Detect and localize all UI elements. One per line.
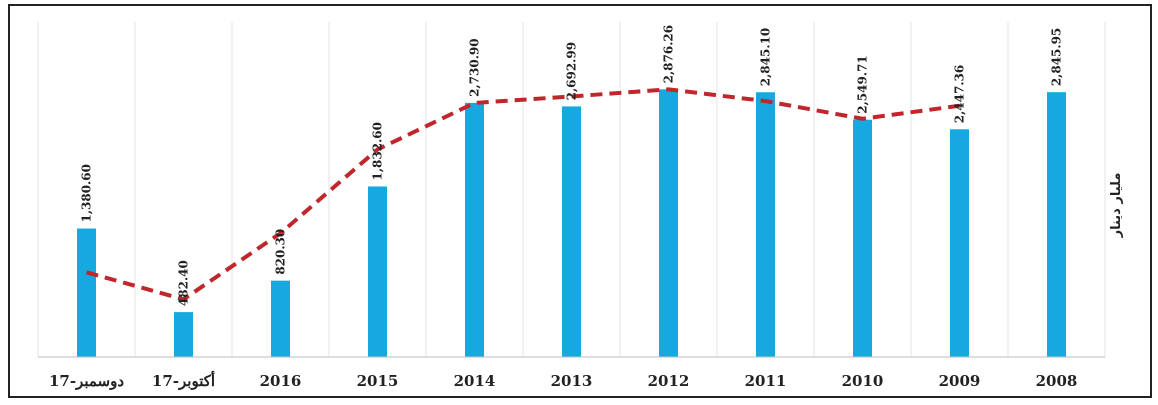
bar-2012	[659, 89, 678, 358]
x-tick-label: دوسمبر-17	[49, 372, 124, 390]
grid-layer	[37, 22, 1106, 357]
bar-2008	[1047, 92, 1066, 357]
data-label: 2,692.99	[565, 42, 579, 100]
x-tick-label: 2012	[648, 372, 690, 390]
data-label: 1,380.60	[80, 164, 94, 222]
data-label: 2,447.36	[953, 65, 967, 123]
x-tick-label: 2014	[454, 372, 496, 390]
bar-layer	[77, 89, 1066, 358]
line-layer	[85, 87, 960, 302]
data-label: 2,845.95	[1050, 28, 1064, 86]
trend-line	[85, 87, 960, 302]
data-label: 2,876.26	[662, 25, 676, 83]
x-tick-label: 2011	[745, 372, 787, 390]
bar-أكتوبر-17	[174, 312, 193, 357]
bar-2014	[465, 102, 484, 358]
bar-2015	[368, 186, 387, 357]
tick-layer: دوسمبر-17 أكتوبر-17 2016 2015 2014 2013 2012 20…	[49, 370, 1077, 390]
x-tick-label: 2016	[260, 372, 302, 390]
x-tick-label: 2008	[1036, 372, 1078, 390]
data-label: 1,832.60	[371, 122, 385, 180]
y-axis-label: مليار دينار	[1109, 173, 1124, 239]
x-tick-label: 2010	[842, 372, 884, 390]
x-tick-label: 2009	[939, 372, 981, 390]
data-label: 820.30	[274, 229, 288, 275]
x-tick-label: 2013	[551, 372, 593, 390]
bar-2013	[562, 106, 581, 358]
bar-2009	[950, 129, 969, 357]
bar-دوسمبر-17	[77, 228, 96, 357]
bar-2011	[756, 92, 775, 357]
data-label: 482.40	[177, 260, 191, 306]
x-tick-label: أكتوبر-17	[152, 370, 215, 390]
data-label: 2,549.71	[856, 55, 870, 113]
data-label: 2,730.90	[468, 38, 482, 96]
bar-2016	[271, 280, 290, 357]
data-label: 2,845.10	[759, 28, 773, 86]
x-tick-label: 2015	[357, 372, 399, 390]
label-layer: 1,380.60 482.40 820.30 1,832.60 2,730.90 2,69…	[80, 25, 1064, 306]
bar-2010	[853, 119, 872, 357]
